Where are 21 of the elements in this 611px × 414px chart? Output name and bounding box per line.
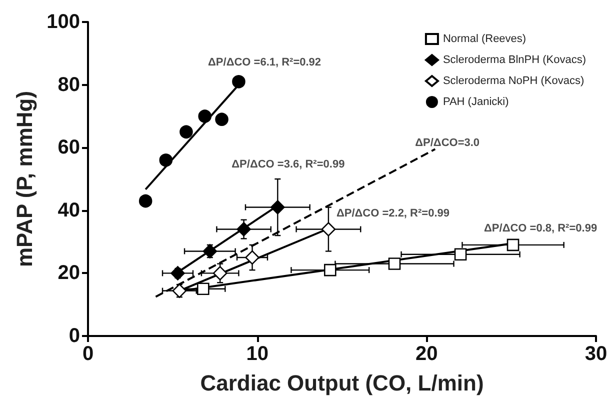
y-tick-label: 0 [68,325,80,347]
annotation: ΔP/ΔCO =0.8, R²=0.99 [484,222,598,234]
legend-label: Scleroderma BlnPH (Kovacs) [442,54,586,66]
y-tick-label: 40 [58,199,80,222]
legend-label: PAH (Janicki) [442,96,509,108]
legend-label: Normal (Reeves) [442,33,526,45]
annotation: ΔP/ΔCO =3.6, R²=0.99 [232,158,345,171]
y-tick-label: 100 [46,11,80,33]
x-tick-label: 20 [416,343,438,365]
x-axis-title: Cardiac Output (CO, L/min) [200,370,484,396]
annotation: ΔP/ΔCO =6.1, R²=0.92 [208,56,322,69]
y-axis-title: mPAP (P, mmHg) [12,90,38,268]
x-tick-label: 0 [82,343,94,365]
y-tick-label: 60 [58,136,80,159]
annotation: ΔP/ΔCO=3.0 [415,137,480,150]
annotation: ΔP/ΔCO =2.2, R²=0.99 [336,208,450,220]
legend-label: Scleroderma NoPH (Kovacs) [442,75,584,87]
x-tick-label: 10 [246,343,268,365]
y-tick-label: 80 [58,74,80,96]
x-tick-label: 30 [584,343,608,365]
y-tick-label: 20 [58,262,80,284]
